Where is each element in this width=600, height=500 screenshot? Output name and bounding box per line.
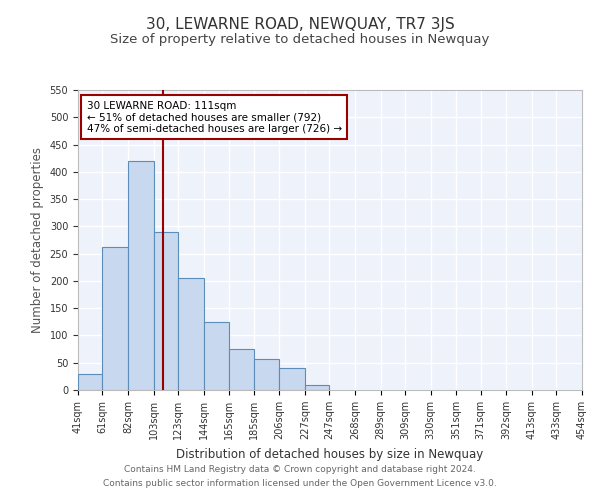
Text: 30 LEWARNE ROAD: 111sqm
← 51% of detached houses are smaller (792)
47% of semi-d: 30 LEWARNE ROAD: 111sqm ← 51% of detache… bbox=[86, 100, 341, 134]
X-axis label: Distribution of detached houses by size in Newquay: Distribution of detached houses by size … bbox=[176, 448, 484, 460]
Bar bbox=[128, 161, 154, 390]
Bar bbox=[103, 247, 128, 390]
Bar bbox=[203, 322, 229, 390]
Text: 30, LEWARNE ROAD, NEWQUAY, TR7 3JS: 30, LEWARNE ROAD, NEWQUAY, TR7 3JS bbox=[146, 18, 454, 32]
Bar bbox=[254, 359, 280, 390]
Bar bbox=[305, 384, 329, 390]
Bar bbox=[229, 349, 254, 390]
Bar bbox=[154, 232, 178, 390]
Text: Contains HM Land Registry data © Crown copyright and database right 2024.
Contai: Contains HM Land Registry data © Crown c… bbox=[103, 466, 497, 487]
Bar bbox=[178, 278, 203, 390]
Y-axis label: Number of detached properties: Number of detached properties bbox=[31, 147, 44, 333]
Text: Size of property relative to detached houses in Newquay: Size of property relative to detached ho… bbox=[110, 32, 490, 46]
Bar bbox=[280, 368, 305, 390]
Bar bbox=[78, 374, 103, 390]
